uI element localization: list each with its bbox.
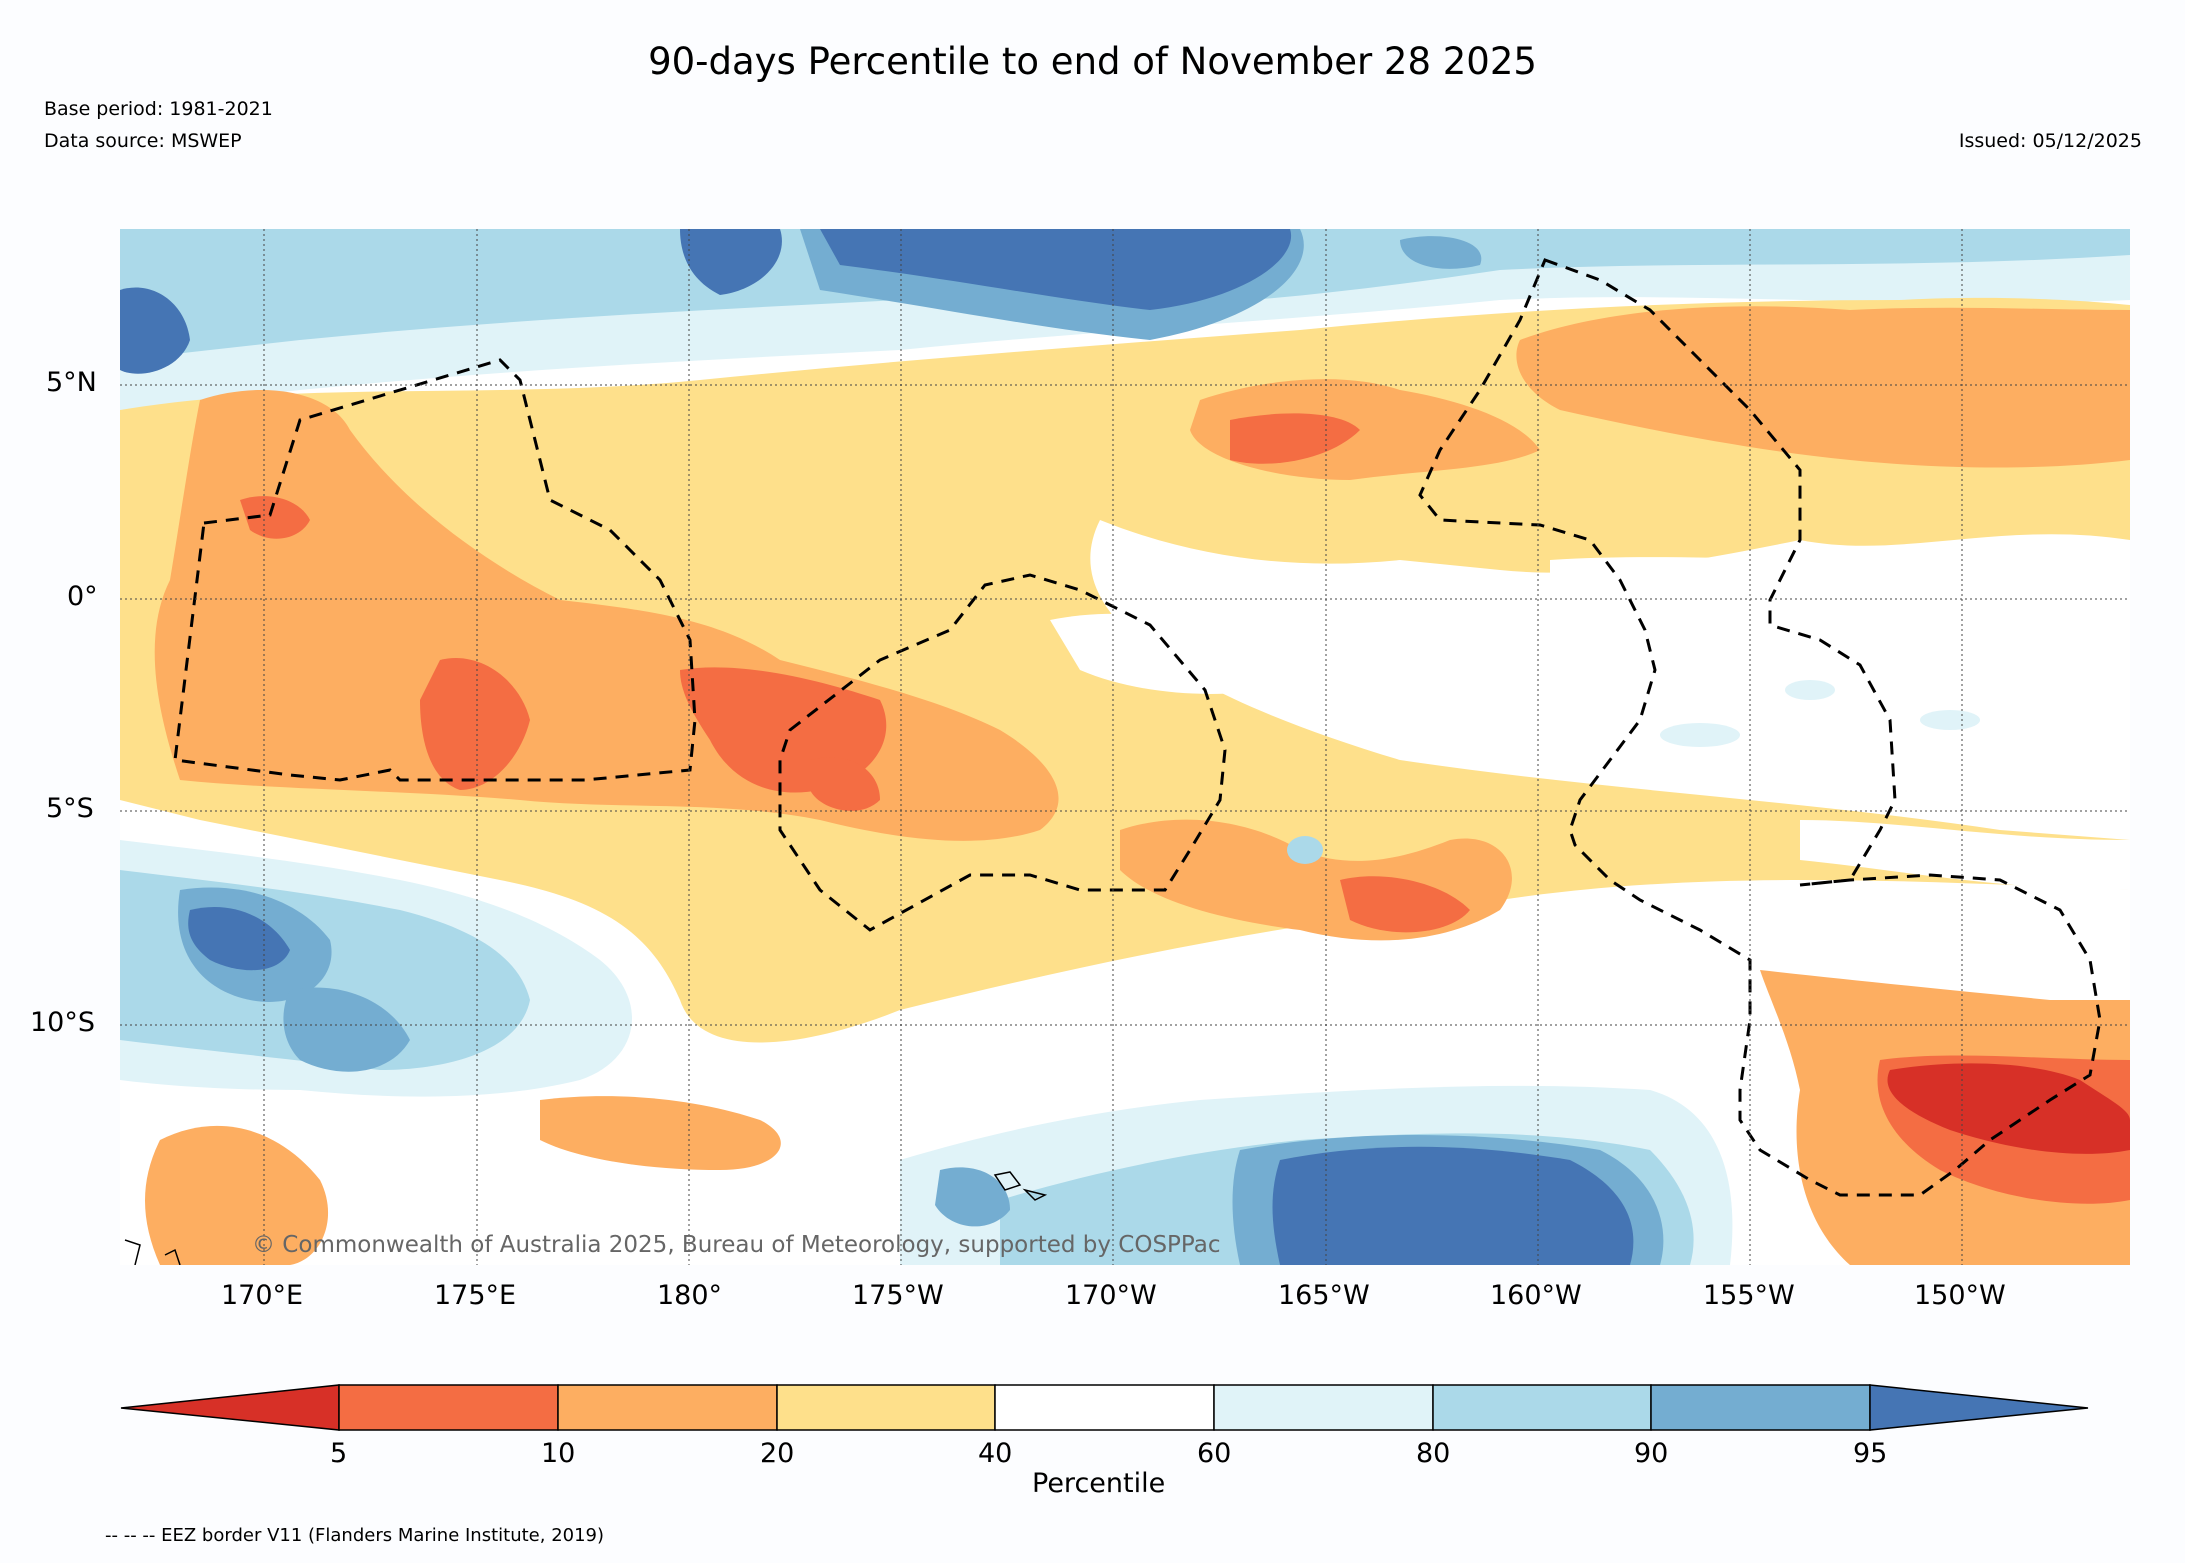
colorbar-bin-40-60 bbox=[994, 1384, 1215, 1431]
eez-borders bbox=[173, 258, 2102, 1197]
colorbar-bin-10-20 bbox=[557, 1384, 778, 1431]
lon-label-155w: 155°W bbox=[1703, 1280, 1795, 1311]
copyright-text: © Commonwealth of Australia 2025, Bureau… bbox=[252, 1232, 1221, 1258]
colorbar-tick-5: 5 bbox=[330, 1438, 348, 1469]
lon-label-170w: 170°W bbox=[1065, 1280, 1157, 1311]
colorbar-bin-20-40 bbox=[776, 1384, 996, 1431]
lon-label-165w: 165°W bbox=[1278, 1280, 1370, 1311]
data-source: Data source: MSWEP bbox=[44, 130, 242, 152]
percentile-map bbox=[120, 229, 2130, 1265]
colorbar-bin-80-90 bbox=[1432, 1384, 1652, 1431]
coastlines bbox=[124, 1171, 1048, 1265]
lat-label-10s: 10°S bbox=[30, 1007, 95, 1038]
issued-date: Issued: 05/12/2025 bbox=[1958, 130, 2142, 152]
colorbar-bin-90-95 bbox=[1650, 1384, 1871, 1431]
lon-label-160w: 160°W bbox=[1490, 1280, 1582, 1311]
northeast-dry-core bbox=[1516, 306, 2130, 468]
colorbar-tick-20: 20 bbox=[760, 1438, 795, 1469]
colorbar-tick-90: 90 bbox=[1634, 1438, 1669, 1469]
lat-label-5n: 5°N bbox=[46, 367, 97, 398]
gridlines bbox=[120, 229, 2130, 1265]
southeast-driest-core bbox=[1887, 1063, 2130, 1154]
lon-label-175w: 175°W bbox=[852, 1280, 944, 1311]
northwest-blue-patch bbox=[120, 287, 190, 374]
map-title: 90-days Percentile to end of November 28… bbox=[648, 40, 1537, 83]
colorbar-upper-extend bbox=[1869, 1384, 2089, 1431]
base-period: Base period: 1981-2021 bbox=[44, 98, 273, 120]
lon-label-170e: 170°E bbox=[221, 1280, 304, 1311]
lon-label-180: 180° bbox=[657, 1280, 723, 1311]
eez-footnote: -- -- -- EEZ border V11 (Flanders Marine… bbox=[105, 1525, 605, 1546]
colorbar-tick-10: 10 bbox=[541, 1438, 576, 1469]
colorbar-tick-40: 40 bbox=[978, 1438, 1013, 1469]
colorbar-tick-80: 80 bbox=[1416, 1438, 1451, 1469]
colorbar bbox=[120, 1384, 2089, 1431]
north-blue-patch-2 bbox=[820, 229, 1292, 310]
lat-label-5s: 5°S bbox=[46, 793, 94, 824]
lon-label-150w: 150°W bbox=[1914, 1280, 2006, 1311]
colorbar-lower-extend bbox=[120, 1384, 340, 1431]
colorbar-tick-95: 95 bbox=[1853, 1438, 1888, 1469]
lon-label-175e: 175°E bbox=[434, 1280, 517, 1311]
colorbar-bin-5-10 bbox=[338, 1384, 559, 1431]
lat-label-0: 0° bbox=[67, 581, 98, 612]
colorbar-title: Percentile bbox=[1032, 1468, 1166, 1499]
colorbar-bin-60-80 bbox=[1213, 1384, 1434, 1431]
colorbar-tick-60: 60 bbox=[1197, 1438, 1232, 1469]
